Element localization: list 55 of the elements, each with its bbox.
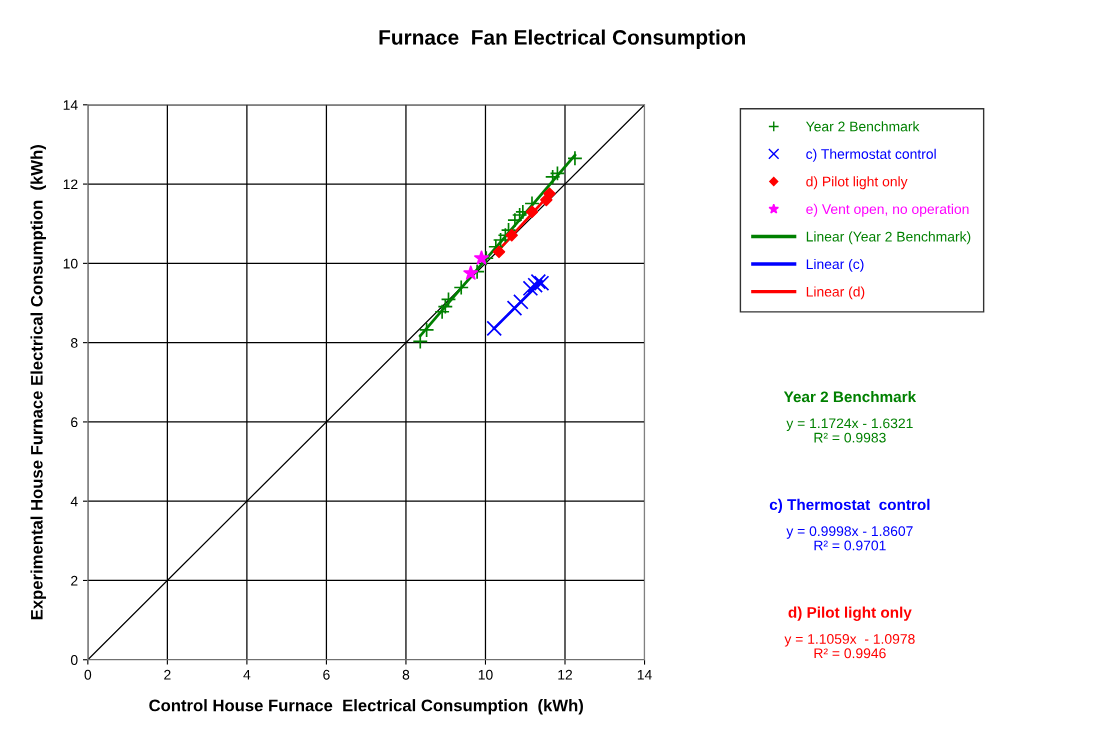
legend-label: Year 2 Benchmark	[805, 121, 920, 132]
point	[522, 280, 539, 297]
y-tick-label: 8	[71, 337, 78, 348]
text: y = 1.1724x - 1.6321	[786, 418, 913, 431]
point	[437, 298, 454, 315]
point	[567, 150, 583, 167]
point	[474, 250, 489, 265]
chart-title: Furnace Fan Electrical Consumption	[379, 29, 745, 49]
x-tick-label: 6	[323, 669, 330, 680]
x-tick-label: 12	[558, 669, 573, 680]
x-axis-title: Control House Furnace Electrical Consumption (kWh)	[149, 699, 583, 715]
x-tick-label: 2	[164, 669, 171, 680]
point	[506, 300, 523, 316]
y-tick-label: 0	[70, 655, 78, 665]
point	[412, 333, 429, 350]
point	[486, 320, 503, 337]
point	[418, 322, 435, 338]
text: c) Thermostat control	[769, 498, 930, 514]
legend-label: Linear (d)	[806, 286, 865, 300]
legend-label: Linear (Year 2 Benchmark)	[806, 231, 971, 245]
text: Year 2 Benchmark	[783, 390, 917, 403]
point	[549, 165, 566, 182]
y-tick-label: 10	[63, 258, 78, 269]
point	[543, 187, 556, 200]
point	[453, 279, 469, 296]
y-tick-label: 4	[70, 496, 78, 507]
text: R² = 0.9701	[814, 540, 886, 551]
y-tick-label: 12	[63, 179, 78, 190]
point	[527, 277, 543, 293]
point	[525, 205, 539, 219]
legend-label: d) Pilot light only	[806, 176, 908, 190]
y-tick-label: 6	[71, 417, 78, 428]
y-axis-title: Experimental House Furnace Electrical Consumption (kWh)	[30, 145, 46, 620]
text: y = 1.1059x - 1.0978	[784, 634, 915, 647]
point	[513, 294, 529, 310]
point	[434, 303, 450, 320]
legend-label: e) Vent open, no operation	[806, 203, 969, 217]
x-tick-label: 10	[478, 669, 493, 680]
legend-label: c) Thermostat control	[806, 148, 936, 162]
x-tick-label: 4	[243, 669, 251, 680]
point	[544, 169, 561, 185]
text: R² = 0.9983	[814, 432, 886, 443]
legend-label: Linear (c)	[806, 258, 864, 272]
y-tick-label: 14	[63, 100, 78, 110]
x-tick-label: 8	[402, 669, 410, 680]
text: d) Pilot light only	[788, 606, 912, 621]
point	[492, 245, 506, 259]
text: R² = 0.9946	[814, 648, 886, 659]
point	[463, 265, 479, 280]
point	[505, 229, 518, 242]
x-tick-label: 0	[84, 669, 92, 680]
y-tick-label: 2	[71, 575, 78, 586]
x-tick-label: 14	[637, 669, 652, 680]
point	[440, 291, 457, 308]
text: y = 0.9998x - 1.8607	[786, 526, 913, 539]
